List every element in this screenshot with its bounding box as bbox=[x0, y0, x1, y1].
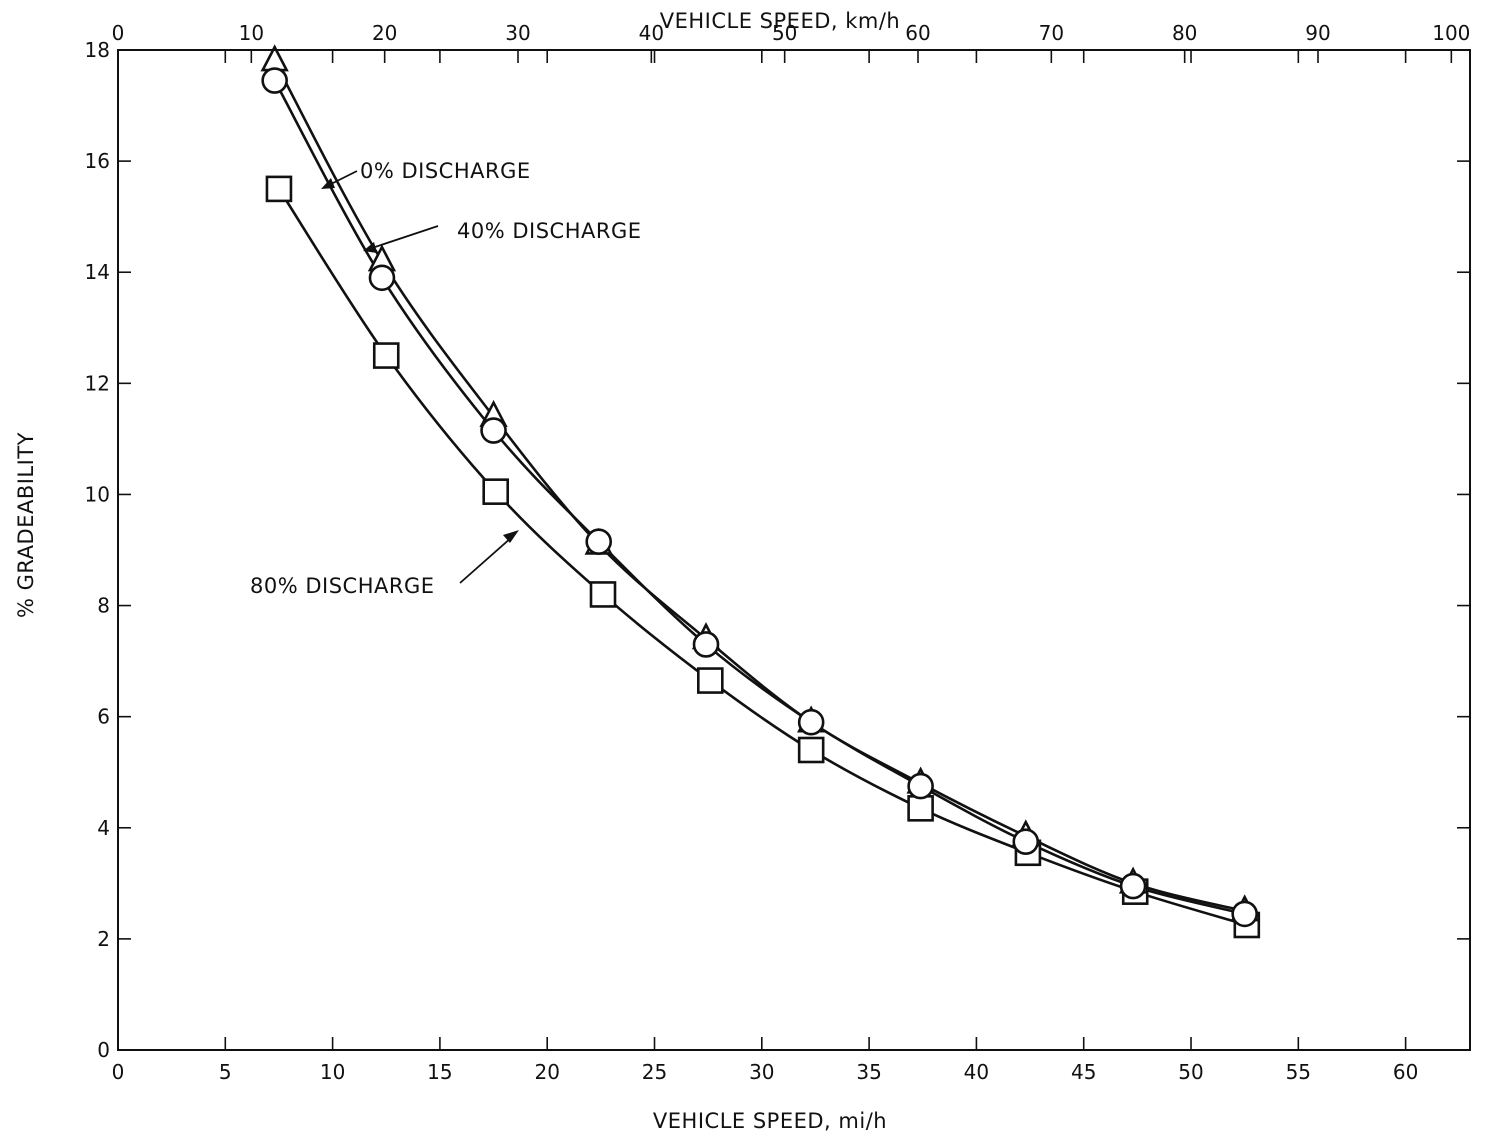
square-marker bbox=[907, 795, 934, 822]
top-x-axis-title: VEHICLE SPEED, km/h bbox=[660, 9, 900, 33]
y-tick-label: 2 bbox=[97, 927, 110, 951]
tick-marks bbox=[117, 49, 1470, 1051]
annotation-40pct: 40% DISCHARGE bbox=[363, 219, 642, 253]
y-tick-label: 6 bbox=[97, 705, 110, 729]
circle-marker bbox=[1012, 828, 1040, 855]
annotation-80pct: 80% DISCHARGE bbox=[250, 530, 519, 598]
annotation-40pct-arrow bbox=[371, 225, 439, 249]
square-marker bbox=[697, 667, 724, 694]
x-tick-label: 25 bbox=[642, 1060, 667, 1084]
x-tick-label: 60 bbox=[1393, 1060, 1418, 1084]
x-tick-label: 30 bbox=[749, 1060, 774, 1084]
x2-tick-label: 10 bbox=[239, 21, 264, 45]
square-marker bbox=[372, 342, 400, 369]
series-line-triangle bbox=[273, 60, 1245, 913]
x-tick-label: 40 bbox=[964, 1060, 989, 1084]
x-tick-label: 0 bbox=[112, 1060, 125, 1084]
plot-frame bbox=[117, 49, 1471, 1051]
x-tick-label: 20 bbox=[534, 1060, 559, 1084]
annotation-0pct-arrowhead bbox=[321, 178, 335, 189]
x2-tick-label: 40 bbox=[639, 21, 664, 45]
tick-labels: 0 5 10 15 20 25 30 35 40 45 50 55 600 10 20 30 40 50 60 70 8… bbox=[85, 21, 1471, 1084]
annotation-80pct-arrowhead bbox=[503, 530, 519, 543]
y-tick-label: 0 bbox=[97, 1038, 110, 1062]
x-tick-label: 5 bbox=[219, 1060, 232, 1084]
circle-marker bbox=[907, 772, 934, 800]
circle-marker bbox=[1119, 872, 1147, 900]
series-curves bbox=[273, 60, 1248, 927]
x2-tick-label: 90 bbox=[1305, 21, 1330, 45]
x-tick-label: 45 bbox=[1071, 1060, 1096, 1084]
circle-marker bbox=[1231, 900, 1258, 928]
x2-tick-label: 20 bbox=[372, 21, 397, 45]
square-marker bbox=[589, 581, 617, 608]
y-tick-label: 8 bbox=[97, 594, 110, 618]
x2-tick-label: 100 bbox=[1432, 21, 1470, 45]
y-tick-label: 16 bbox=[85, 149, 110, 173]
x-tick-label: 55 bbox=[1286, 1060, 1311, 1084]
x2-tick-label: 60 bbox=[905, 21, 930, 45]
x2-tick-label: 70 bbox=[1039, 21, 1064, 45]
annotation-40pct-arrowhead bbox=[363, 242, 377, 253]
circle-marker bbox=[797, 708, 825, 736]
annotation-80pct-label: 80% DISCHARGE bbox=[250, 574, 435, 598]
series-line-circle bbox=[273, 79, 1245, 916]
x-tick-label: 10 bbox=[320, 1060, 345, 1084]
y-axis-title: % GRADEABILITY bbox=[14, 432, 38, 618]
bottom-x-axis-title: VEHICLE SPEED, mi/h bbox=[653, 1109, 887, 1133]
annotation-0pct-label: 0% DISCHARGE bbox=[360, 159, 531, 183]
square-marker bbox=[797, 736, 825, 764]
y-tick-label: 10 bbox=[85, 482, 110, 506]
x-tick-label: 50 bbox=[1178, 1060, 1203, 1084]
x-tick-label: 15 bbox=[427, 1060, 452, 1084]
series-markers bbox=[260, 44, 1261, 939]
y-tick-label: 14 bbox=[85, 260, 110, 284]
y-tick-label: 4 bbox=[97, 816, 110, 840]
annotation-0pct: 0% DISCHARGE bbox=[321, 159, 531, 189]
y-tick-label: 18 bbox=[85, 38, 110, 62]
circle-marker bbox=[480, 417, 507, 444]
circle-marker bbox=[585, 528, 613, 555]
circle-marker bbox=[368, 264, 396, 292]
x2-tick-label: 80 bbox=[1172, 21, 1197, 45]
x2-tick-label: 50 bbox=[772, 21, 797, 45]
annotation-80pct-arrow bbox=[459, 536, 513, 584]
square-marker bbox=[482, 478, 510, 505]
square-marker bbox=[265, 175, 293, 203]
series-line-square bbox=[277, 188, 1248, 927]
x2-tick-label: 30 bbox=[505, 21, 530, 45]
circle-marker bbox=[692, 631, 720, 658]
circle-marker bbox=[261, 67, 288, 94]
y-tick-label: 12 bbox=[85, 371, 110, 395]
x-tick-label: 35 bbox=[856, 1060, 881, 1084]
x2-tick-label: 0 bbox=[112, 21, 125, 45]
annotation-40pct-label: 40% DISCHARGE bbox=[457, 219, 642, 243]
